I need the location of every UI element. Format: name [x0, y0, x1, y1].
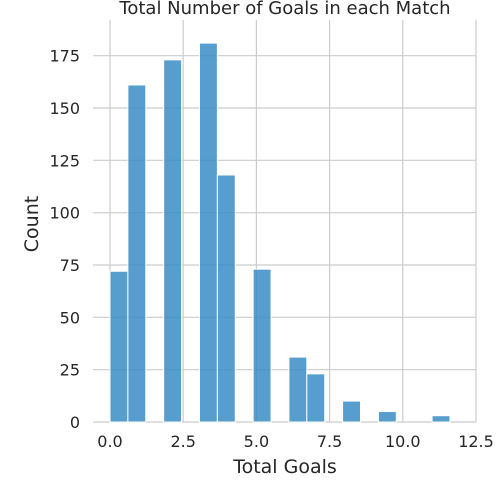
- x-tick-labels: 0.0 2.5 5.0 7.5 10.0 12.5: [97, 432, 494, 451]
- x-gridlines: [109, 20, 477, 422]
- histogram-bar: [109, 270, 129, 423]
- y-tick-label: 75: [60, 256, 80, 275]
- histogram-bar: [198, 42, 218, 423]
- x-tick-label: 0.0: [97, 432, 122, 451]
- y-tick-label: 100: [49, 204, 80, 223]
- x-tick-label: 2.5: [170, 432, 195, 451]
- histogram-bar: [377, 411, 397, 423]
- histogram-bar: [288, 356, 308, 423]
- x-tick-label: 7.5: [317, 432, 342, 451]
- y-tick-label: 125: [49, 151, 80, 170]
- histogram-bar: [342, 400, 361, 423]
- y-tick-label: 25: [60, 361, 80, 380]
- histogram-bar: [306, 373, 326, 423]
- y-tick-label: 175: [49, 47, 80, 66]
- x-axis-label: Total Goals: [232, 456, 337, 478]
- y-gridlines: [93, 55, 476, 423]
- x-tick-label: 12.5: [458, 432, 494, 451]
- histogram-bar: [216, 174, 236, 423]
- x-tick-label: 5.0: [244, 432, 269, 451]
- histogram-bars: [109, 42, 451, 423]
- y-tick-labels: 0 25 50 75 100 125 150 175: [49, 47, 80, 432]
- y-tick-label: 50: [60, 308, 80, 327]
- histogram-bar: [252, 268, 272, 423]
- histogram-bar: [163, 59, 183, 423]
- histogram-bar: [431, 415, 451, 423]
- y-axis-label: Count: [21, 196, 43, 252]
- histogram-bar: [127, 84, 147, 423]
- chart-title: Total Number of Goals in each Match: [118, 0, 450, 19]
- x-tick-label: 10.0: [385, 432, 421, 451]
- y-tick-label: 0: [70, 413, 80, 432]
- y-tick-label: 150: [49, 99, 80, 118]
